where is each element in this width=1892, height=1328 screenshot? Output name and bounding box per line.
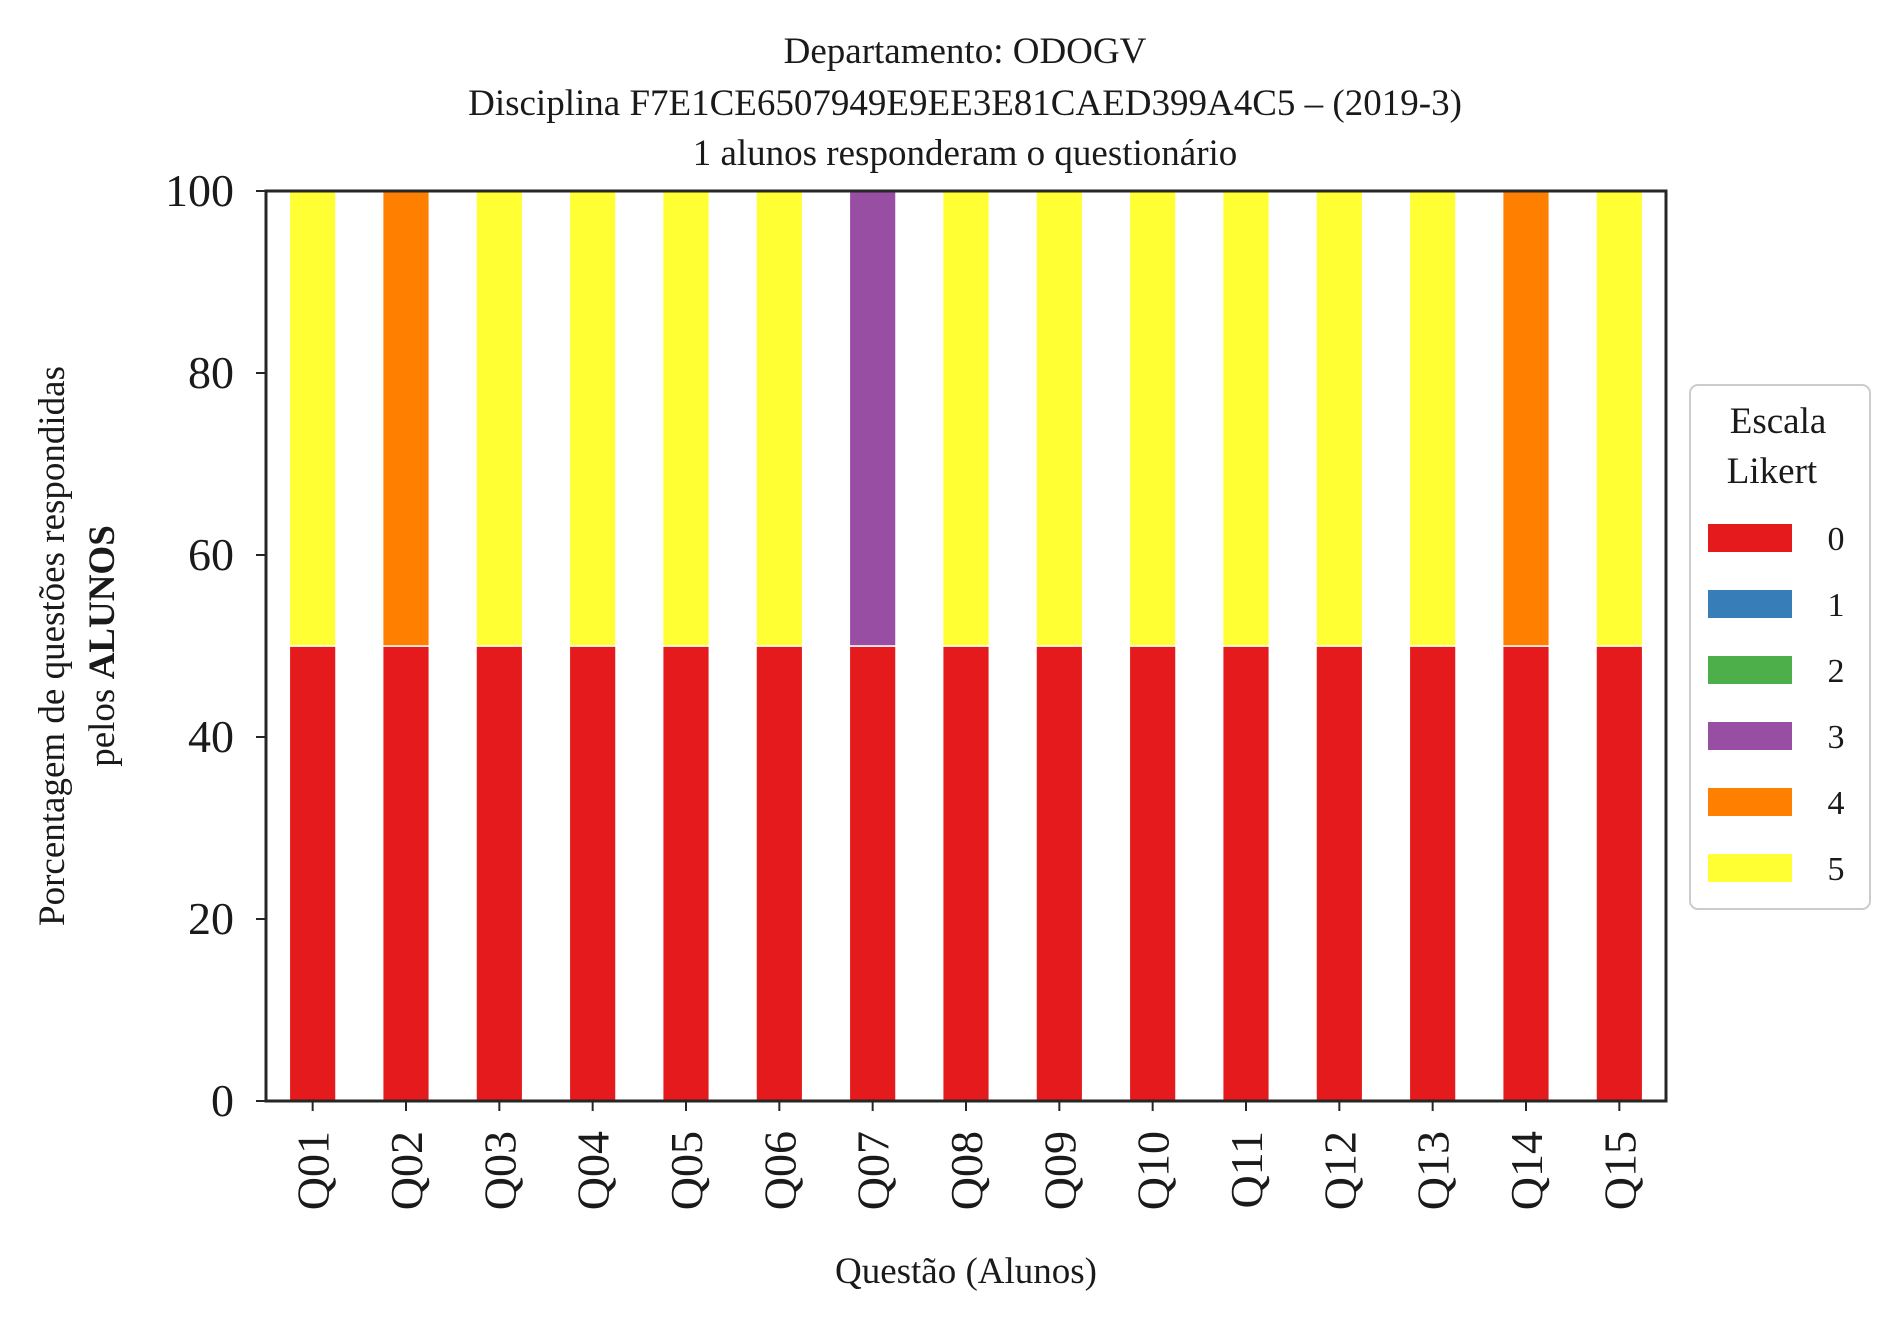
bar-Q03-likert-0 bbox=[475, 645, 524, 1102]
x-tick-label: Q13 bbox=[1408, 1131, 1459, 1210]
x-tick-label: Q10 bbox=[1128, 1131, 1179, 1210]
y-axis-label: Porcentagem de questões respondidas pelo… bbox=[32, 366, 123, 926]
y-tick-label: 80 bbox=[188, 347, 234, 398]
legend-frame bbox=[1689, 384, 1871, 910]
x-tick-label: Q09 bbox=[1034, 1131, 1085, 1210]
bar-Q14-likert-4 bbox=[1501, 190, 1551, 647]
bar-Q08-likert-5 bbox=[941, 190, 991, 647]
legend-items: 0 1 2 3 4 5 bbox=[1708, 521, 1845, 888]
x-tick-label: Q11 bbox=[1221, 1131, 1272, 1209]
bar-Q09-likert-5 bbox=[1035, 190, 1084, 647]
x-axis-label: Questão (Alunos) bbox=[835, 1251, 1097, 1292]
bar-Q11-likert-5 bbox=[1221, 190, 1271, 647]
legend-title-line-1: Escala bbox=[1730, 401, 1827, 442]
x-tick-label: Q01 bbox=[288, 1131, 339, 1210]
bar-Q10-likert-5 bbox=[1128, 190, 1177, 647]
bar-Q02-likert-0 bbox=[381, 645, 431, 1102]
bar-Q05-likert-5 bbox=[661, 190, 711, 647]
bar-Q13-likert-0 bbox=[1408, 645, 1457, 1102]
bar-Q07-likert-3 bbox=[848, 190, 897, 647]
y-tick-label: 40 bbox=[188, 711, 234, 762]
x-tick-label: Q02 bbox=[381, 1131, 432, 1210]
chart-title-line-1: Departamento: ODOGV bbox=[784, 31, 1147, 72]
bar-Q13-likert-5 bbox=[1408, 190, 1457, 647]
bar-Q01-likert-0 bbox=[288, 645, 337, 1102]
x-axis-ticks: Q01 Q02 Q03 Q04 Q05 Q06 Q07 Q08 Q09 Q10 Q11 Q12 Q13 Q… bbox=[288, 1101, 1645, 1210]
bar-Q12-likert-0 bbox=[1315, 645, 1364, 1102]
y-axis-label-bold: ALUNOS bbox=[82, 525, 123, 679]
bar-Q04-likert-5 bbox=[568, 190, 617, 647]
y-axis-label-line-2: pelos ALUNOS bbox=[82, 525, 123, 767]
bar-Q06-likert-0 bbox=[755, 645, 804, 1102]
legend-label-3: 3 bbox=[1828, 719, 1845, 756]
y-axis-label-line-1: Porcentagem de questões respondidas bbox=[32, 366, 73, 926]
y-tick-label: 0 bbox=[211, 1075, 234, 1126]
x-tick-label: Q15 bbox=[1594, 1131, 1645, 1210]
legend-swatch-0 bbox=[1708, 524, 1792, 552]
bar-Q03-likert-5 bbox=[475, 190, 524, 647]
x-tick-label: Q07 bbox=[848, 1131, 899, 1210]
bar-Q05-likert-0 bbox=[661, 645, 711, 1102]
bar-Q09-likert-0 bbox=[1035, 645, 1084, 1102]
y-tick-label: 60 bbox=[188, 529, 234, 580]
bars-layer bbox=[288, 190, 1644, 1102]
bar-Q04-likert-0 bbox=[568, 645, 617, 1102]
legend-label-4: 4 bbox=[1828, 785, 1845, 822]
x-tick-label: Q05 bbox=[661, 1131, 712, 1210]
bar-Q02-likert-4 bbox=[381, 190, 431, 647]
legend-swatch-5 bbox=[1708, 854, 1792, 882]
y-axis-label-prefix: pelos bbox=[82, 679, 123, 766]
bar-Q11-likert-0 bbox=[1221, 645, 1271, 1102]
x-tick-label: Q03 bbox=[474, 1131, 525, 1210]
bar-Q08-likert-0 bbox=[941, 645, 991, 1102]
x-tick-label: Q12 bbox=[1314, 1131, 1365, 1210]
legend-swatch-4 bbox=[1708, 788, 1792, 816]
bar-Q12-likert-5 bbox=[1315, 190, 1364, 647]
y-axis-ticks: 0 20 40 60 80 100 bbox=[165, 165, 266, 1126]
legend: Escala Likert 0 1 2 3 4 5 bbox=[1689, 384, 1871, 910]
legend-swatch-2 bbox=[1708, 656, 1792, 684]
bar-Q06-likert-5 bbox=[755, 190, 804, 647]
x-tick-label: Q04 bbox=[568, 1131, 619, 1210]
legend-title-line-2: Likert bbox=[1727, 451, 1818, 492]
bar-Q15-likert-0 bbox=[1595, 645, 1644, 1102]
bar-Q15-likert-5 bbox=[1595, 190, 1644, 647]
chart-title-line-2: Disciplina F7E1CE6507949E9EE3E81CAED399A… bbox=[468, 83, 1462, 124]
x-tick-label: Q14 bbox=[1501, 1131, 1552, 1210]
x-tick-label: Q06 bbox=[754, 1131, 805, 1210]
bar-Q07-likert-0 bbox=[848, 645, 897, 1102]
legend-label-5: 5 bbox=[1828, 851, 1845, 888]
x-tick-label: Q08 bbox=[941, 1131, 992, 1210]
y-tick-label: 100 bbox=[165, 165, 234, 216]
bar-Q10-likert-0 bbox=[1128, 645, 1177, 1102]
plot-frame bbox=[264, 189, 1668, 1103]
bar-Q01-likert-5 bbox=[288, 190, 337, 647]
bar-Q14-likert-0 bbox=[1501, 645, 1551, 1102]
legend-swatch-1 bbox=[1708, 590, 1792, 618]
legend-swatch-3 bbox=[1708, 722, 1792, 750]
chart-title-line-3: 1 alunos responderam o questionário bbox=[693, 133, 1238, 174]
legend-label-1: 1 bbox=[1828, 587, 1845, 624]
y-tick-label: 20 bbox=[188, 893, 234, 944]
chart-title: Departamento: ODOGV Disciplina F7E1CE650… bbox=[468, 31, 1462, 174]
legend-label-0: 0 bbox=[1828, 521, 1845, 558]
legend-label-2: 2 bbox=[1828, 653, 1845, 690]
